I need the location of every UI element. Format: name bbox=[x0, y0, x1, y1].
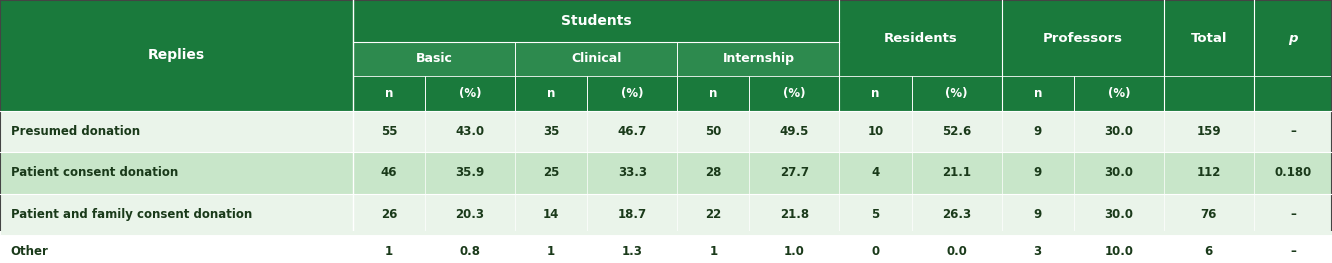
Bar bbox=[677, 76, 750, 111]
Text: 9: 9 bbox=[1034, 125, 1042, 138]
Text: (%): (%) bbox=[458, 87, 481, 100]
Text: Internship: Internship bbox=[722, 52, 794, 65]
Text: 14: 14 bbox=[543, 208, 559, 221]
Text: 49.5: 49.5 bbox=[779, 125, 809, 138]
Text: –: – bbox=[1289, 208, 1296, 221]
Text: (%): (%) bbox=[1107, 87, 1130, 100]
Text: 30.0: 30.0 bbox=[1104, 208, 1134, 221]
Text: Total: Total bbox=[1191, 32, 1227, 44]
Text: 21.1: 21.1 bbox=[942, 166, 971, 179]
Bar bbox=[1074, 76, 1164, 111]
Bar bbox=[677, 42, 839, 76]
Text: Professors: Professors bbox=[1043, 32, 1123, 44]
Text: n: n bbox=[1034, 87, 1042, 100]
Text: 9: 9 bbox=[1034, 208, 1042, 221]
Text: n: n bbox=[547, 87, 555, 100]
Text: 21.8: 21.8 bbox=[779, 208, 809, 221]
Text: Students: Students bbox=[561, 14, 631, 28]
Text: Presumed donation: Presumed donation bbox=[11, 125, 140, 138]
Bar bbox=[911, 76, 1002, 111]
Bar bbox=[0, 194, 1332, 235]
Text: 28: 28 bbox=[705, 166, 722, 179]
Text: n: n bbox=[871, 87, 879, 100]
Text: 3: 3 bbox=[1034, 245, 1042, 258]
Text: Other: Other bbox=[11, 245, 48, 258]
Text: 159: 159 bbox=[1196, 125, 1221, 138]
Text: 10: 10 bbox=[867, 125, 883, 138]
Bar bbox=[515, 76, 587, 111]
Bar bbox=[1253, 0, 1332, 76]
Text: 0.8: 0.8 bbox=[460, 245, 481, 258]
Text: p: p bbox=[1288, 32, 1297, 44]
Text: 22: 22 bbox=[705, 208, 722, 221]
Bar bbox=[1002, 76, 1074, 111]
Bar bbox=[425, 76, 515, 111]
Text: 112: 112 bbox=[1196, 166, 1221, 179]
Text: 43.0: 43.0 bbox=[456, 125, 485, 138]
Bar bbox=[353, 42, 515, 76]
Bar bbox=[587, 76, 677, 111]
Text: Patient and family consent donation: Patient and family consent donation bbox=[11, 208, 252, 221]
Text: n: n bbox=[385, 87, 393, 100]
Text: n: n bbox=[709, 87, 718, 100]
Text: 30.0: 30.0 bbox=[1104, 125, 1134, 138]
Bar bbox=[353, 76, 425, 111]
Text: 52.6: 52.6 bbox=[942, 125, 971, 138]
Text: (%): (%) bbox=[621, 87, 643, 100]
Text: 76: 76 bbox=[1200, 208, 1217, 221]
Bar bbox=[0, 235, 1332, 263]
Bar bbox=[1002, 0, 1164, 76]
Text: 4: 4 bbox=[871, 166, 879, 179]
Text: 1.3: 1.3 bbox=[622, 245, 643, 258]
Text: 0.0: 0.0 bbox=[946, 245, 967, 258]
Text: 26.3: 26.3 bbox=[942, 208, 971, 221]
Text: Patient consent donation: Patient consent donation bbox=[11, 166, 178, 179]
Text: 35: 35 bbox=[543, 125, 559, 138]
Text: –: – bbox=[1289, 245, 1296, 258]
Bar bbox=[750, 76, 839, 111]
Text: 9: 9 bbox=[1034, 166, 1042, 179]
Text: 25: 25 bbox=[543, 166, 559, 179]
Text: 5: 5 bbox=[871, 208, 879, 221]
Bar bbox=[515, 42, 677, 76]
Text: 27.7: 27.7 bbox=[781, 166, 809, 179]
Bar bbox=[1253, 76, 1332, 111]
Text: 46.7: 46.7 bbox=[618, 125, 647, 138]
Text: (%): (%) bbox=[946, 87, 968, 100]
Bar bbox=[0, 111, 1332, 152]
Text: 0.180: 0.180 bbox=[1275, 166, 1312, 179]
Bar bbox=[353, 0, 839, 42]
Text: –: – bbox=[1289, 125, 1296, 138]
Bar bbox=[0, 0, 353, 111]
Text: 1.0: 1.0 bbox=[785, 245, 805, 258]
Text: Residents: Residents bbox=[883, 32, 958, 44]
Text: 1: 1 bbox=[385, 245, 393, 258]
Bar bbox=[839, 0, 1002, 76]
Text: 33.3: 33.3 bbox=[618, 166, 647, 179]
Text: 55: 55 bbox=[381, 125, 397, 138]
Text: 10.0: 10.0 bbox=[1104, 245, 1134, 258]
Text: Clinical: Clinical bbox=[571, 52, 622, 65]
Text: 26: 26 bbox=[381, 208, 397, 221]
Text: Basic: Basic bbox=[416, 52, 453, 65]
Bar bbox=[1164, 76, 1253, 111]
Bar bbox=[839, 76, 911, 111]
Text: 0: 0 bbox=[871, 245, 879, 258]
Text: 1: 1 bbox=[547, 245, 555, 258]
Text: (%): (%) bbox=[783, 87, 806, 100]
Text: 20.3: 20.3 bbox=[456, 208, 485, 221]
Bar bbox=[0, 152, 1332, 194]
Text: 46: 46 bbox=[381, 166, 397, 179]
Text: 1: 1 bbox=[710, 245, 718, 258]
Text: 35.9: 35.9 bbox=[456, 166, 485, 179]
Text: Replies: Replies bbox=[148, 48, 205, 62]
Text: 18.7: 18.7 bbox=[618, 208, 647, 221]
Text: 50: 50 bbox=[705, 125, 722, 138]
Text: 30.0: 30.0 bbox=[1104, 166, 1134, 179]
Bar bbox=[1164, 0, 1253, 76]
Text: 6: 6 bbox=[1204, 245, 1213, 258]
